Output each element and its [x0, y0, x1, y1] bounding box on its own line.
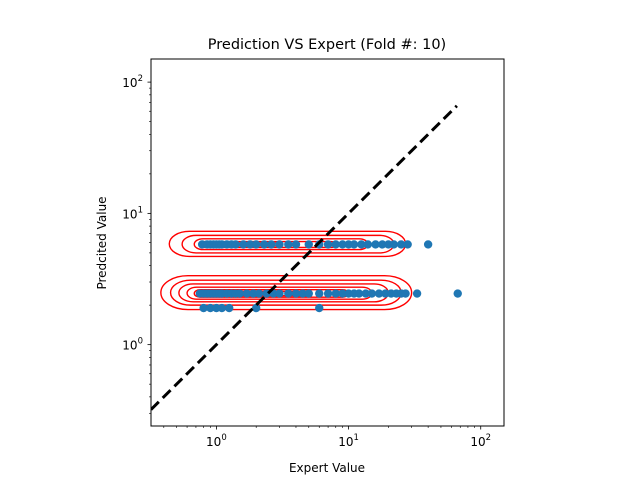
x-axis-label: Expert Value: [289, 461, 365, 475]
reference-line-layer: [151, 104, 458, 411]
point-layer: [195, 240, 462, 313]
data-point: [242, 289, 252, 298]
data-point: [267, 240, 276, 249]
plot-frame: [150, 58, 505, 427]
data-point: [453, 289, 462, 298]
density-contour: [160, 275, 413, 311]
data-point: [354, 289, 364, 298]
data-point: [251, 240, 261, 249]
data-point: [315, 289, 324, 298]
data-point: [275, 289, 284, 298]
data-point: [371, 240, 380, 249]
data-point: [245, 240, 255, 249]
data-point: [199, 303, 208, 313]
data-point: [338, 289, 347, 298]
density-contour: [181, 234, 395, 254]
data-point: [260, 240, 269, 249]
chart-title: Prediction VS Expert (Fold #: 10): [208, 37, 446, 53]
data-point: [284, 240, 293, 249]
data-point: [235, 289, 244, 298]
data-point: [225, 303, 234, 313]
data-point: [374, 289, 384, 298]
data-point: [389, 240, 399, 249]
x-tick-label: 100: [206, 433, 227, 449]
data-point: [331, 289, 340, 298]
y-axis-label: Predcited Value: [95, 196, 109, 289]
data-point: [206, 303, 215, 313]
data-point: [331, 240, 340, 249]
data-point: [412, 289, 422, 298]
data-point: [254, 289, 264, 298]
reference-line: [151, 104, 458, 411]
y-tick-layer: 100 101 102: [122, 74, 151, 414]
y-tick-label: 100: [122, 337, 143, 353]
data-point: [291, 240, 301, 249]
data-point: [304, 240, 313, 249]
data-point: [396, 240, 406, 249]
data-point: [249, 289, 258, 298]
data-point: [304, 289, 313, 298]
y-tick-label: 102: [122, 74, 143, 90]
data-point: [349, 240, 359, 249]
data-point: [315, 303, 324, 313]
data-point: [423, 240, 433, 249]
y-tick-label: 101: [122, 205, 143, 221]
density-contour: [178, 283, 389, 303]
data-point: [231, 240, 240, 249]
data-point: [361, 289, 370, 298]
density-contour: [186, 286, 373, 300]
data-point: [291, 289, 301, 298]
data-point: [284, 289, 293, 298]
data-point: [323, 240, 333, 249]
data-point: [323, 289, 333, 298]
data-point: [401, 289, 410, 298]
density-contour: [193, 238, 369, 251]
data-point: [251, 303, 261, 313]
x-tick-label: 101: [338, 433, 359, 449]
data-point: [338, 240, 347, 249]
data-point: [367, 289, 377, 298]
data-point: [298, 289, 307, 298]
data-point: [275, 240, 284, 249]
density-contour: [168, 230, 407, 258]
data-point: [403, 240, 412, 249]
data-point: [381, 289, 390, 298]
data-point: [378, 240, 387, 249]
data-point: [363, 240, 373, 249]
data-point: [357, 240, 366, 249]
data-point: [217, 303, 227, 313]
x-tick-label: 102: [470, 433, 491, 449]
x-tick-layer: 100 101 102: [163, 426, 491, 449]
data-point: [239, 240, 248, 249]
density-contour: [169, 279, 402, 306]
